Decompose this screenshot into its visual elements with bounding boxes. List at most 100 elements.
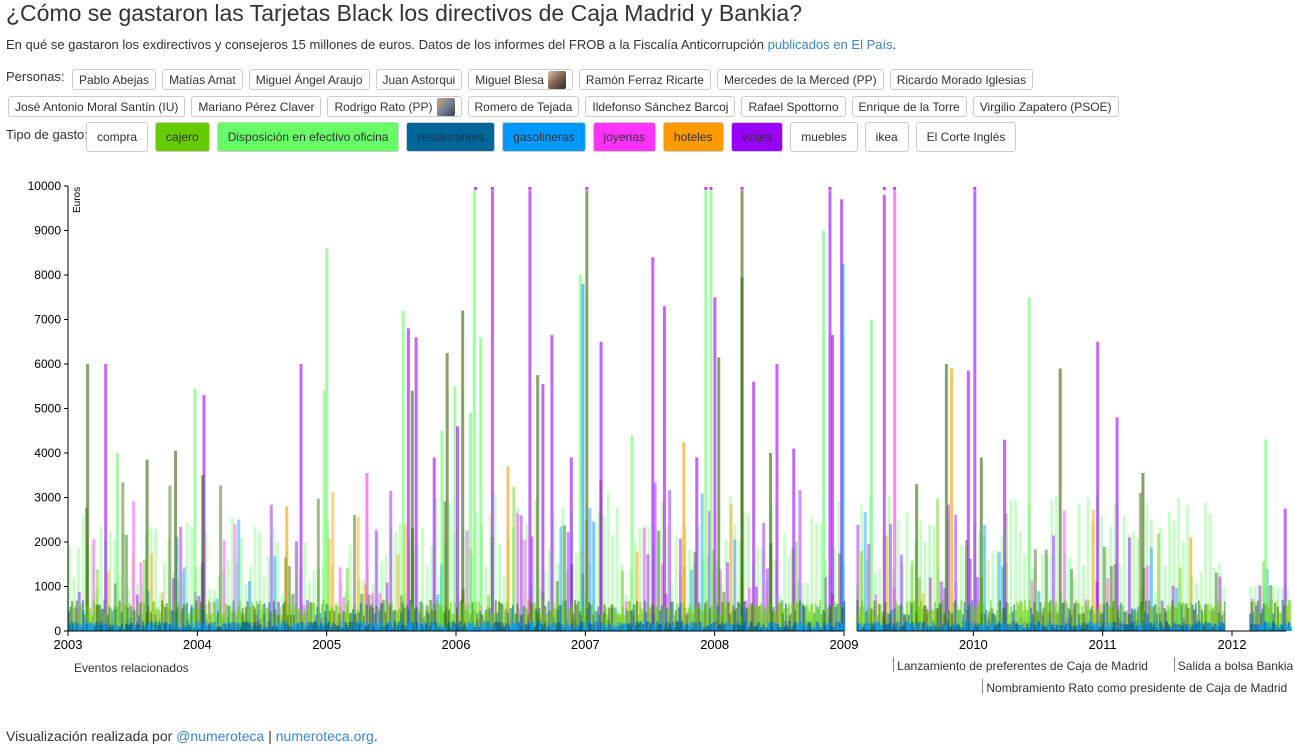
bar [1151,626,1154,631]
bar [1053,605,1056,631]
tipo-button-el-corte-ingles[interactable]: El Corte Inglés [915,122,1017,152]
tipo-button-ikea[interactable]: ikea [864,122,909,152]
bar [1129,624,1132,631]
bar [348,613,351,631]
bar [422,627,425,631]
bar [1138,603,1141,631]
tipo-button-joyerias[interactable]: joyerias [592,122,656,152]
persona-button-virgilio-zapatero-psoe[interactable]: Virgilio Zapatero (PSOE) [972,96,1119,117]
bar [840,625,843,631]
bar [772,607,775,631]
overflow-marker [740,187,744,190]
tipo-button-gasolineras[interactable]: gasolineras [502,122,586,152]
bar [1135,611,1138,631]
bar [615,507,619,631]
bar [516,513,520,631]
bar [371,625,374,631]
bar [806,624,809,631]
bar [515,624,518,631]
bar [1023,554,1027,631]
bar [369,606,372,631]
bar [437,603,440,631]
bar [208,588,212,631]
bar [635,622,638,631]
bar [552,513,556,631]
bar [481,627,484,631]
persona-button-mariano-perez-claver[interactable]: Mariano Pérez Claver [191,96,322,117]
bar [734,624,737,631]
bar [238,622,241,631]
persona-button-rafael-spottorno[interactable]: Rafael Spottorno [741,96,846,117]
bar [294,626,297,631]
persona-button-ildefonso-sanchez-barcoj[interactable]: Ildefonso Sánchez Barcoj [585,96,736,117]
tipo-button-muebles[interactable]: muebles [790,122,858,152]
tipo-button-hoteles[interactable]: hoteles [662,122,724,152]
bar [867,606,870,631]
bar [322,390,326,631]
bar [860,551,864,631]
bar [1044,549,1048,631]
bar [73,622,76,631]
bar [132,625,135,631]
bar [207,600,210,631]
bar [436,627,439,631]
bar [1075,600,1078,631]
bar [958,609,961,631]
bar [185,522,189,631]
persona-button-miguel-angel-araujo[interactable]: Miguel Ángel Araujo [248,69,370,90]
persona-button-ramon-ferraz-ricarte[interactable]: Ramón Ferraz Ricarte [578,69,711,90]
bar [788,603,791,631]
bar [1290,627,1293,631]
bar [414,608,417,631]
bar [463,622,466,631]
persona-button-matias-amat[interactable]: Matías Amat [162,69,243,90]
tipo-button-cajero[interactable]: cajero [155,122,210,152]
bar [944,364,948,631]
bar [578,626,581,631]
x-tick-label: 2004 [183,637,212,652]
numeroteca-twitter-link[interactable]: @numeroteca [176,728,265,744]
tipo-button-restaurantes[interactable]: restaurantes [406,122,496,152]
bar [383,608,386,631]
bar [1023,628,1026,631]
bar [989,600,992,631]
bar [190,526,194,631]
bar [563,600,566,631]
bar [316,498,320,631]
persona-label: Miguel Blesa [475,72,544,87]
bar [1063,552,1067,631]
bar [964,548,968,631]
bar [194,622,197,631]
bar [589,604,592,631]
persona-button-mercedes-de-la-merced-pp[interactable]: Mercedes de la Merced (PP) [716,69,884,90]
bar [1016,601,1019,631]
bar [303,609,306,631]
bar [1174,607,1177,631]
persona-button-rodrigo-rato-pp[interactable]: Rodrigo Rato (PP) [327,96,462,117]
bar [330,606,333,631]
persona-button-romero-de-tejada[interactable]: Romero de Tejada [467,96,580,117]
persona-button-jose-antonio-moral-santin-iu[interactable]: José Antonio Moral Santín (IU) [8,96,186,117]
persona-button-ricardo-morado-iglesias[interactable]: Ricardo Morado Iglesias [889,69,1034,90]
numeroteca-site-link[interactable]: numeroteca.org [275,728,374,744]
persona-button-enrique-de-la-torre[interactable]: Enrique de la Torre [851,96,967,117]
bar [798,621,801,631]
bar [449,628,452,631]
bar [199,566,203,631]
persona-button-pablo-abejas[interactable]: Pablo Abejas [72,69,157,90]
bar [721,602,724,631]
bar [154,609,157,631]
bar [461,310,465,631]
el-pais-link[interactable]: publicados en El País [767,37,893,52]
persona-button-miguel-blesa[interactable]: Miguel Blesa [468,69,573,90]
bar [374,624,377,631]
tipo-button-compra[interactable]: compra [86,122,149,152]
bar [279,606,282,631]
persona-button-juan-astorqui[interactable]: Juan Astorqui [375,69,463,90]
bar [704,627,707,631]
bar [581,621,584,631]
tipo-button-disposicion-en-efectivo-oficina[interactable]: Disposición en efectivo oficina [216,122,400,152]
bar [761,610,764,631]
bar [767,622,770,631]
tipo-button-viajes[interactable]: viajes [730,122,784,152]
